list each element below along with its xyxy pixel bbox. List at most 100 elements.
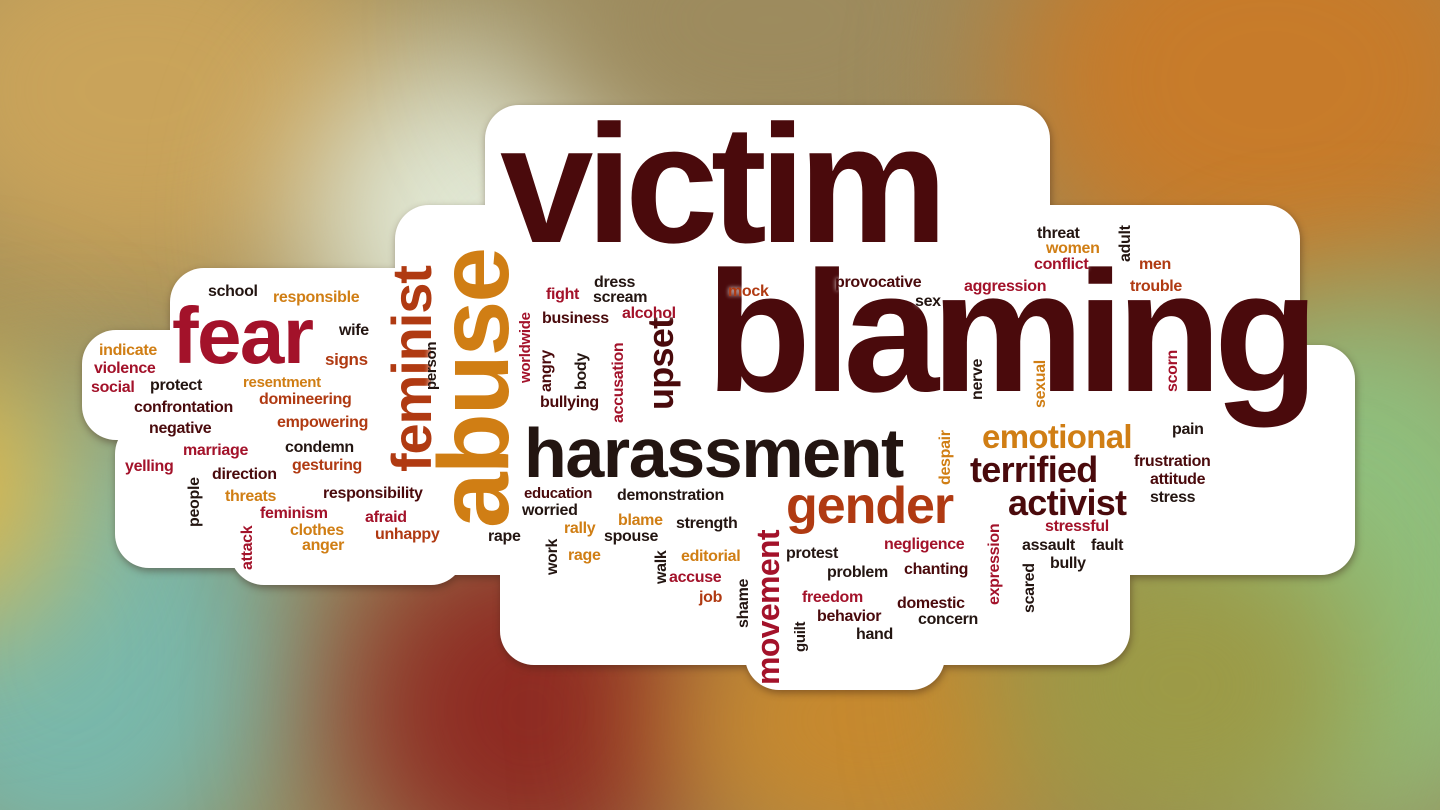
word-women: women: [1046, 240, 1100, 257]
word-job: job: [699, 589, 723, 606]
word-fear: fear: [172, 291, 314, 380]
word-gesturing: gesturing: [292, 457, 363, 474]
word-threat: threat: [1037, 225, 1080, 242]
word-upset: upset: [640, 317, 681, 410]
word-problem: problem: [827, 564, 888, 581]
word-nerve: nerve: [969, 358, 986, 400]
word-men: men: [1139, 256, 1171, 273]
word-fault: fault: [1091, 537, 1124, 554]
word-rage: rage: [568, 547, 601, 564]
word-hand: hand: [856, 626, 893, 643]
word-terrified: terrified: [970, 449, 1098, 490]
word-activist: activist: [1008, 482, 1127, 523]
word-domestic: domestic: [897, 595, 965, 612]
word-alcohol: alcohol: [622, 305, 676, 322]
word-blame: blame: [618, 512, 663, 529]
word-accusation: accusation: [610, 342, 627, 423]
word-mock: mock: [728, 283, 769, 300]
word-bullying: bullying: [540, 394, 599, 411]
word-shame: shame: [735, 578, 752, 628]
word-threats: threats: [225, 488, 277, 505]
word-harassment: harassment: [524, 414, 904, 492]
word-attack: attack: [239, 525, 256, 570]
word-freedom: freedom: [802, 589, 863, 606]
word-afraid: afraid: [365, 509, 407, 526]
word-gender: gender: [786, 477, 954, 535]
word-rally: rally: [564, 520, 596, 537]
word-frustration: frustration: [1134, 453, 1211, 470]
word-assault: assault: [1022, 537, 1075, 554]
word-concern: concern: [918, 611, 979, 628]
word-scared: scared: [1021, 563, 1038, 613]
word-person: person: [423, 341, 440, 390]
word-trouble: trouble: [1130, 278, 1182, 295]
word-spouse: spouse: [604, 528, 659, 545]
word-despair: despair: [937, 430, 954, 485]
word-clothes: clothes: [290, 522, 344, 539]
word-fight: fight: [546, 286, 580, 303]
word-body: body: [573, 353, 590, 390]
word-social: social: [91, 379, 135, 396]
hero-word-victim: victim: [500, 90, 948, 278]
sticker-plate: [1035, 205, 1225, 325]
word-condemn: condemn: [285, 439, 354, 456]
word-direction: direction: [212, 466, 277, 483]
word-signs: signs: [325, 350, 368, 369]
word-bully: bully: [1050, 555, 1086, 572]
word-walk: walk: [653, 550, 670, 584]
hero-word-blaming: blaming: [706, 236, 1319, 428]
word-editorial: editorial: [681, 548, 741, 565]
word-adult: adult: [1117, 225, 1134, 262]
word-movement: movement: [750, 530, 786, 685]
word-marriage: marriage: [183, 442, 249, 459]
word-worried: worried: [522, 502, 578, 519]
word-demonstration: demonstration: [617, 487, 724, 504]
word-provocative: provocative: [835, 274, 922, 291]
word-negative: negative: [149, 420, 212, 437]
word-business: business: [542, 310, 609, 327]
word-angry: angry: [538, 350, 555, 392]
word-domineering: domineering: [259, 391, 352, 408]
word-expression: expression: [986, 523, 1003, 605]
word-violence: violence: [94, 360, 156, 377]
word-conflict: conflict: [1034, 256, 1089, 273]
word-strength: strength: [676, 515, 738, 532]
sticker-plate: [745, 580, 945, 690]
word-rape: rape: [488, 528, 521, 545]
word-stress: stress: [1150, 489, 1196, 506]
word-anger: anger: [302, 537, 344, 554]
word-dress: dress: [594, 274, 636, 291]
word-accuse: accuse: [669, 569, 722, 586]
word-feminism: feminism: [260, 505, 328, 522]
word-emotional: emotional: [982, 418, 1133, 455]
word-pain: pain: [1172, 421, 1204, 438]
word-wife: wife: [339, 322, 369, 339]
sticker-plate: [1130, 405, 1240, 520]
word-chanting: chanting: [904, 561, 969, 578]
word-attitude: attitude: [1150, 471, 1206, 488]
word-resentment: resentment: [243, 374, 321, 391]
word-aggression: aggression: [964, 278, 1047, 295]
word-unhappy: unhappy: [375, 526, 440, 543]
word-guilt: guilt: [792, 621, 809, 652]
word-negligence: negligence: [884, 536, 965, 553]
word-scream: scream: [593, 289, 648, 306]
word-indicate: indicate: [99, 342, 157, 359]
word-confrontation: confrontation: [134, 399, 233, 416]
word-sexual: sexual: [1032, 360, 1049, 408]
word-sex: sex: [915, 293, 941, 310]
word-stressful: stressful: [1045, 518, 1109, 535]
word-education: education: [524, 485, 593, 502]
word-work: work: [544, 538, 561, 575]
word-protest: protest: [786, 545, 838, 562]
word-school: school: [208, 283, 258, 300]
word-people: people: [186, 477, 203, 527]
word-yelling: yelling: [125, 458, 174, 475]
word-responsibility: responsibility: [323, 485, 423, 502]
word-behavior: behavior: [817, 608, 882, 625]
word-empowering: empowering: [277, 414, 369, 431]
word-worldwide: worldwide: [517, 312, 534, 383]
word-scorn: scorn: [1164, 350, 1181, 392]
